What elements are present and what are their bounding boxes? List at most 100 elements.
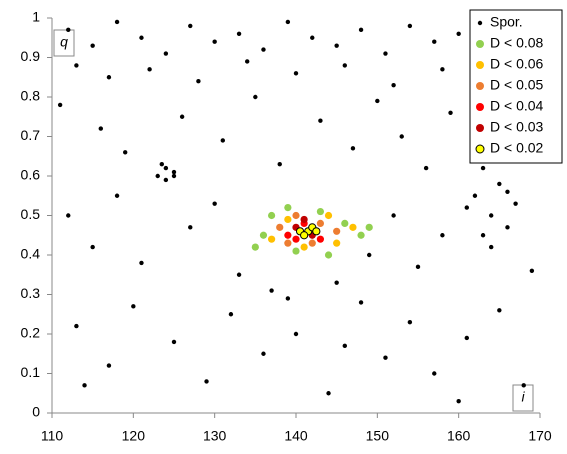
- point: [212, 39, 217, 44]
- x-tick-label: 130: [203, 428, 227, 444]
- y-tick-label: 0.3: [21, 285, 41, 301]
- point: [293, 71, 299, 76]
- point: [284, 239, 292, 247]
- series: [268, 211, 357, 251]
- point: [163, 51, 169, 56]
- point: [300, 215, 308, 224]
- point: [171, 339, 177, 345]
- point: [269, 288, 274, 293]
- point: [66, 213, 71, 218]
- point: [261, 351, 266, 356]
- point: [324, 211, 333, 220]
- point: [204, 379, 209, 384]
- point: [415, 264, 421, 270]
- point: [456, 31, 461, 36]
- legend-label: D < 0.02: [490, 140, 544, 156]
- legend-label: Spor.: [490, 14, 523, 30]
- point: [350, 146, 356, 151]
- x-tick-label: 170: [528, 428, 552, 444]
- point: [159, 161, 164, 167]
- series: [295, 223, 321, 240]
- point: [310, 35, 315, 40]
- point: [139, 260, 144, 266]
- point: [147, 67, 152, 72]
- point: [521, 383, 526, 388]
- point: [326, 391, 331, 396]
- point: [276, 223, 284, 231]
- point: [480, 233, 486, 238]
- point: [440, 67, 445, 72]
- point: [391, 213, 396, 218]
- series: [284, 219, 324, 243]
- point: [163, 165, 169, 171]
- point: [251, 243, 259, 251]
- point: [316, 219, 324, 227]
- point: [74, 323, 79, 329]
- point: [123, 150, 128, 155]
- point: [171, 173, 177, 179]
- point: [505, 225, 510, 230]
- x-tick-label: 160: [447, 428, 471, 444]
- point: [440, 233, 445, 238]
- point: [261, 47, 266, 52]
- point: [316, 235, 324, 243]
- legend-swatch: [476, 103, 484, 111]
- point: [423, 165, 429, 171]
- legend-swatch: [476, 61, 484, 69]
- legend-swatch: [477, 20, 483, 26]
- point: [284, 204, 292, 212]
- point: [357, 231, 365, 239]
- y-label-box: [53, 29, 75, 57]
- y-tick-label: 0.4: [21, 246, 41, 262]
- point: [300, 231, 309, 240]
- point: [513, 201, 518, 206]
- point: [131, 304, 136, 309]
- point: [285, 296, 291, 301]
- point: [245, 59, 250, 64]
- point: [333, 227, 341, 235]
- point: [90, 244, 95, 250]
- point: [292, 235, 300, 243]
- point: [342, 343, 347, 349]
- point: [106, 75, 112, 80]
- point: [171, 169, 177, 175]
- point: [114, 19, 120, 25]
- x-tick-label: 120: [122, 428, 146, 444]
- legend-box: [469, 9, 563, 164]
- x-tick-label: 110: [41, 428, 64, 444]
- series: [276, 211, 341, 247]
- x-axis-label: i: [521, 389, 525, 405]
- point: [318, 118, 323, 123]
- point: [82, 383, 87, 388]
- point: [432, 39, 437, 44]
- point: [505, 189, 510, 194]
- point: [259, 231, 268, 239]
- point: [284, 231, 292, 239]
- y-tick-label: 0.7: [21, 127, 41, 143]
- point: [334, 43, 339, 48]
- point: [236, 272, 242, 277]
- point: [268, 235, 276, 243]
- point: [464, 335, 469, 341]
- point: [308, 239, 316, 247]
- legend-swatch: [476, 82, 484, 90]
- point: [342, 63, 347, 68]
- point: [188, 225, 193, 230]
- point: [349, 223, 357, 231]
- y-tick-label: 1: [32, 9, 40, 25]
- legend-label: D < 0.05: [490, 77, 544, 93]
- point: [300, 243, 308, 251]
- point: [472, 193, 478, 198]
- point: [497, 308, 502, 313]
- point: [139, 35, 144, 40]
- y-tick-label: 0: [32, 404, 40, 420]
- point: [74, 63, 79, 68]
- point: [480, 165, 486, 171]
- series: [57, 19, 535, 404]
- point: [529, 268, 535, 273]
- legend-label: D < 0.06: [490, 56, 544, 72]
- point: [163, 177, 169, 183]
- x-tick-label: 150: [366, 428, 390, 444]
